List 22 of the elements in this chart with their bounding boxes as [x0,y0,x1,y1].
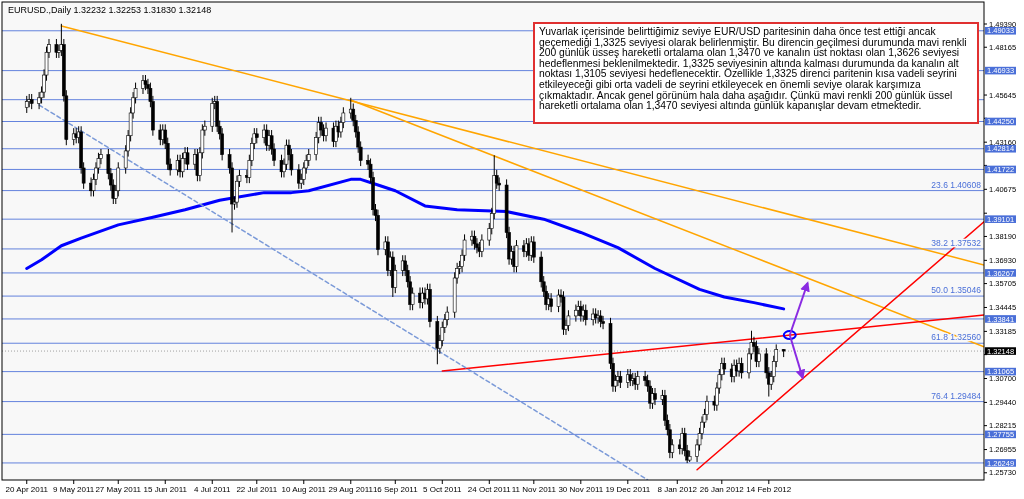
x-tick-label: 30 Nov 2011 [558,485,604,494]
annotation: 23.6 1.40608 [931,179,982,190]
x-tick-label: 14 Feb 2012 [746,485,792,494]
x-tick-label: 4 Jul 2011 [194,485,231,494]
x-tick-label: 9 May 2011 [53,485,95,494]
annotation: Yuvarlak içerisinde belirttiğimiz seviye EUR/USD paritesinin daha önce test ettiği ancak geçemediği 1,3325 seviyesi olarak belirlenmiştir. Bu direncin geçilmesi durumunda mavi renkli 200 günlük üsseş hareketli ortalama olan 1,3470 ve kanalın üst noktası olan 1,3626 seviyesi hedeflenmesi beklenilmektedir. 1,3325 seviyesinin altında kalması durumunda da kanalın alt noktası 1,3105 seviyesi hedeflenecektir. Özellikle 1,3325 direnci paritenin kısa vadeli seyrini etkileyeceği gibi orta vadeli de seyrini etkileyecek en önemli seviye olarak karşımıza çıkmaktadır. Ancak genel görünüm hala daha aşağıdır. Çünkü mavi renkli 200 günlük üssel hareketli ortalama olan 1,3470 seviyesi altında günlük kapanışlar devam etmektedir. [533,22,979,124]
x-tick-label: 8 Jan 2012 [657,485,698,494]
annotation: 50.0 1.35046 [931,285,982,296]
chart-title: EURUSD.,Daily 1.32232 1.32253 1.31830 1.32148 [8,5,212,15]
x-tick-label: 26 Jan 2012 [699,485,745,494]
x-tick-label: 22 Jul 2011 [236,485,278,494]
x-tick-label: 5 Oct 2011 [423,485,463,494]
x-tick-label: 19 Dec 2011 [605,485,651,494]
x-tick-label: 27 May 2011 [95,485,142,494]
x-tick-label: 10 Aug 2011 [281,485,327,494]
x-tick-label: 15 Jun 2011 [143,485,188,494]
x-tick-label: 20 Apr 2011 [5,485,49,494]
x-tick-label: 24 Oct 2011 [467,485,512,494]
x-tick-label: 11 Nov 2011 [511,485,557,494]
annotation: 76.4 1.29484 [931,390,982,401]
x-tick-label: 29 Aug 2011 [328,485,374,494]
x-tick-label: 16 Sep 2011 [372,485,419,494]
